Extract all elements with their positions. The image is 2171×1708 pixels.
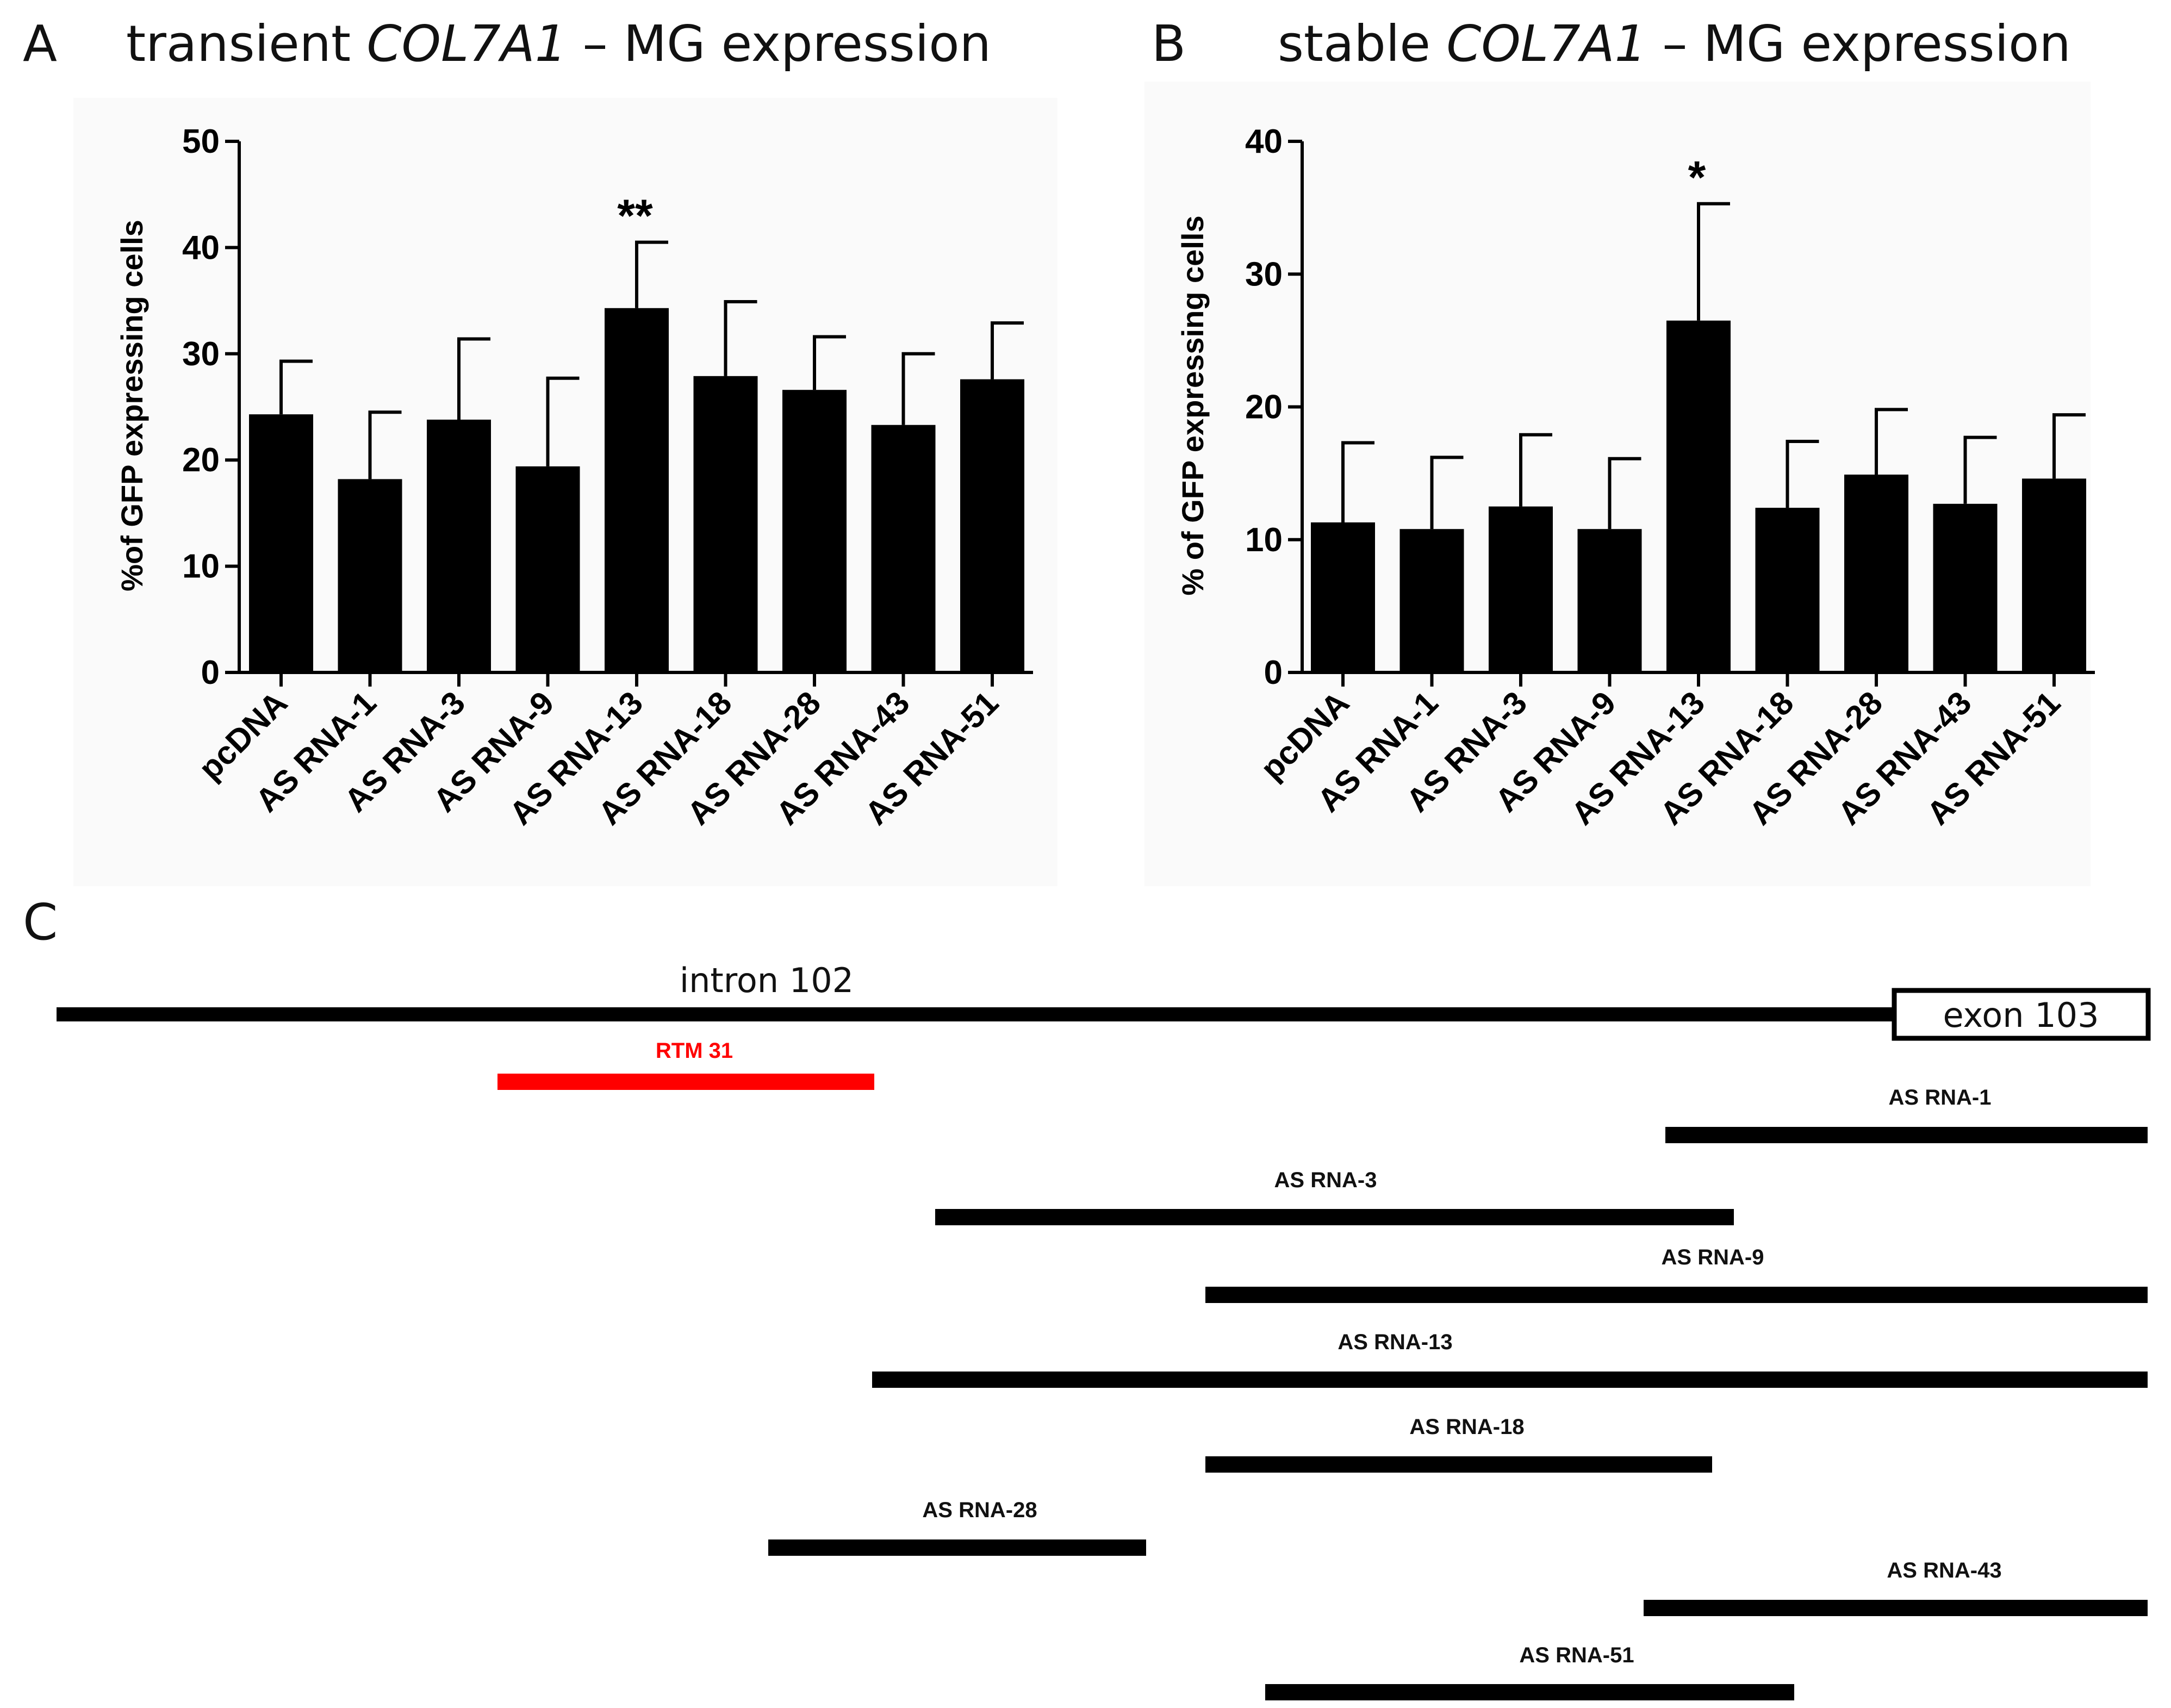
y-tick-label: 30 (182, 335, 220, 373)
antisense-segment-label: AS RNA-13 (1338, 1330, 1452, 1354)
y-tick-label: 30 (1245, 255, 1283, 293)
antisense-segment-label: AS RNA-9 (1662, 1245, 1764, 1269)
bar (782, 390, 847, 672)
bar (1666, 320, 1731, 672)
rtm-31-label: RTM 31 (656, 1039, 733, 1063)
antisense-segment-label: AS RNA-18 (1409, 1415, 1524, 1439)
y-tick-label: 0 (1264, 654, 1283, 691)
panel-a-title-prefix: transient (126, 15, 366, 73)
bar (960, 379, 1024, 672)
y-tick-label: 20 (1245, 389, 1283, 426)
antisense-segment-bar (1644, 1600, 2148, 1616)
panel-a-title-gene: COL7A1 (366, 15, 567, 73)
panel-b-letter: B (1152, 15, 1186, 73)
intron-line (57, 1007, 1894, 1021)
y-tick-label: 10 (182, 548, 220, 585)
intron-label: intron 102 (680, 961, 854, 1000)
antisense-segment-label: AS RNA-3 (1274, 1168, 1377, 1192)
bar (515, 466, 580, 672)
rtm-31-bar (497, 1074, 874, 1090)
bar (1399, 529, 1464, 672)
exon-box (1892, 988, 2151, 1041)
panel-c-letter: C (23, 893, 58, 951)
antisense-segment-bar (1205, 1287, 2148, 1303)
antisense-segments: AS RNA-1 AS RNA-3 AS RNA-9 AS RNA-13 AS RNA-… (768, 1086, 2148, 1700)
panel-a-letter: A (23, 15, 57, 73)
bar (249, 414, 313, 672)
y-tick-label: 40 (182, 229, 220, 266)
bar (1311, 522, 1375, 672)
bar (2022, 478, 2086, 672)
antisense-segment-label: AS RNA-1 (1889, 1086, 1992, 1109)
bar (1489, 506, 1553, 672)
bar (605, 308, 669, 672)
y-axis-label: % of GFP expressing cells (1175, 215, 1210, 595)
antisense-segment-bar (1205, 1456, 1712, 1473)
panel-b-title-prefix: stable (1278, 15, 1446, 73)
bar (338, 479, 402, 672)
panel-b-title-suffix: – MG expression (1646, 15, 2071, 73)
panel-a-title: transient COL7A1 – MG expression (126, 15, 991, 73)
y-tick-label: 20 (182, 441, 220, 479)
bar (1755, 508, 1820, 672)
bar (1577, 529, 1642, 672)
antisense-segment-bar (1665, 1127, 2148, 1143)
panel-b-title-gene: COL7A1 (1446, 15, 1646, 73)
antisense-segment-label: AS RNA-51 (1519, 1643, 1634, 1667)
antisense-segment-bar (768, 1539, 1146, 1556)
bar (1933, 503, 1998, 672)
bar (427, 419, 491, 672)
panel-b-title: stable COL7A1 – MG expression (1278, 15, 2071, 73)
significance-marker: * (1688, 152, 1706, 203)
y-tick-label: 40 (1245, 123, 1283, 160)
bar (1844, 475, 1908, 672)
y-tick-label: 0 (201, 654, 220, 691)
y-axis-label: %of GFP expressing cells (115, 220, 149, 591)
exon-label: exon 103 (1943, 995, 2099, 1035)
antisense-segment-label: AS RNA-43 (1887, 1559, 2001, 1582)
significance-marker: ** (617, 190, 653, 241)
antisense-segment-bar (935, 1209, 1734, 1225)
y-tick-label: 10 (1245, 521, 1283, 559)
y-tick-label: 50 (182, 123, 220, 160)
antisense-segment-label: AS RNA-28 (922, 1498, 1037, 1522)
antisense-segment-bar (1265, 1684, 1794, 1700)
panel-a-title-suffix: – MG expression (567, 15, 991, 73)
bar (693, 376, 758, 672)
bar (871, 425, 936, 672)
antisense-segment-bar (872, 1372, 2148, 1388)
